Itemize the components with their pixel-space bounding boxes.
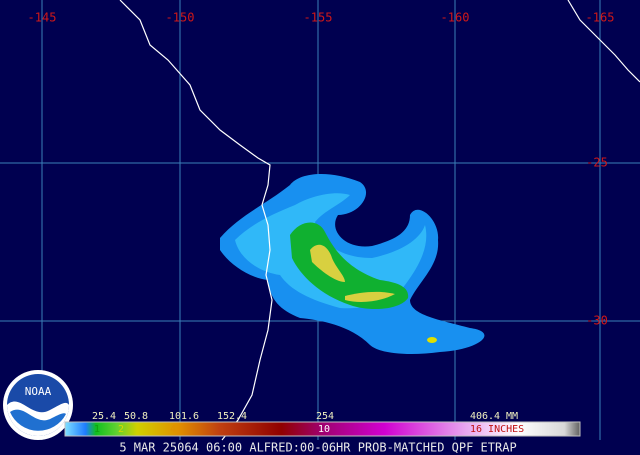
inch-label: 2 — [118, 424, 124, 435]
caption: 5 MAR 25064 06:00 ALFRED:00-06HR PROB-MA… — [119, 441, 516, 455]
inch-label: 6 — [218, 424, 224, 435]
mm-label: 254 — [316, 411, 334, 422]
mm-label: MM — [506, 411, 518, 422]
lon-label: -150 — [166, 11, 195, 25]
inch-label: 4 — [170, 424, 176, 435]
mm-label: 406.4 — [470, 411, 500, 422]
lat-label: -25 — [586, 156, 608, 170]
inch-label: 1 — [94, 424, 100, 435]
mm-label: 25.4 — [92, 411, 116, 422]
logo-text: NOAA — [25, 385, 52, 398]
lon-label: -155 — [304, 11, 333, 25]
mm-label: 50.8 — [124, 411, 148, 422]
noaa-logo: NOAA — [3, 370, 73, 440]
coastline-nz — [567, 0, 640, 83]
lon-label: -145 — [28, 11, 57, 25]
lon-label: -160 — [441, 11, 470, 25]
colorbar — [64, 421, 581, 437]
coastline — [119, 0, 273, 441]
inch-label: 10 — [318, 424, 330, 435]
lat-label: -30 — [586, 314, 608, 328]
mm-label: 152.4 — [217, 411, 247, 422]
inch-label: 16 INCHES — [470, 424, 524, 435]
mm-label: 101.6 — [169, 411, 199, 422]
lon-label: -165 — [586, 11, 615, 25]
rainfall-field — [220, 174, 485, 354]
